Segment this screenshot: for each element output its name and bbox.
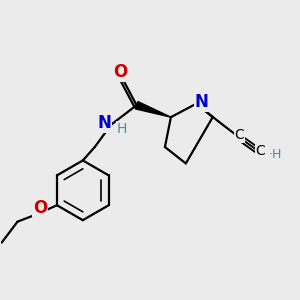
Text: N: N bbox=[98, 114, 112, 132]
Polygon shape bbox=[135, 101, 171, 117]
Text: C: C bbox=[256, 145, 266, 158]
Text: C: C bbox=[235, 128, 244, 142]
Text: N: N bbox=[195, 93, 208, 111]
Text: O: O bbox=[113, 63, 127, 81]
Text: ·H: ·H bbox=[269, 148, 282, 161]
Text: O: O bbox=[33, 199, 47, 217]
Text: H: H bbox=[116, 122, 127, 136]
